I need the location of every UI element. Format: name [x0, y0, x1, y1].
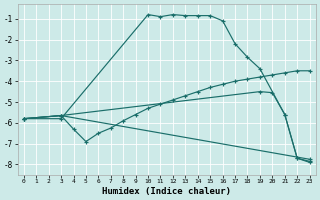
X-axis label: Humidex (Indice chaleur): Humidex (Indice chaleur) — [102, 187, 231, 196]
